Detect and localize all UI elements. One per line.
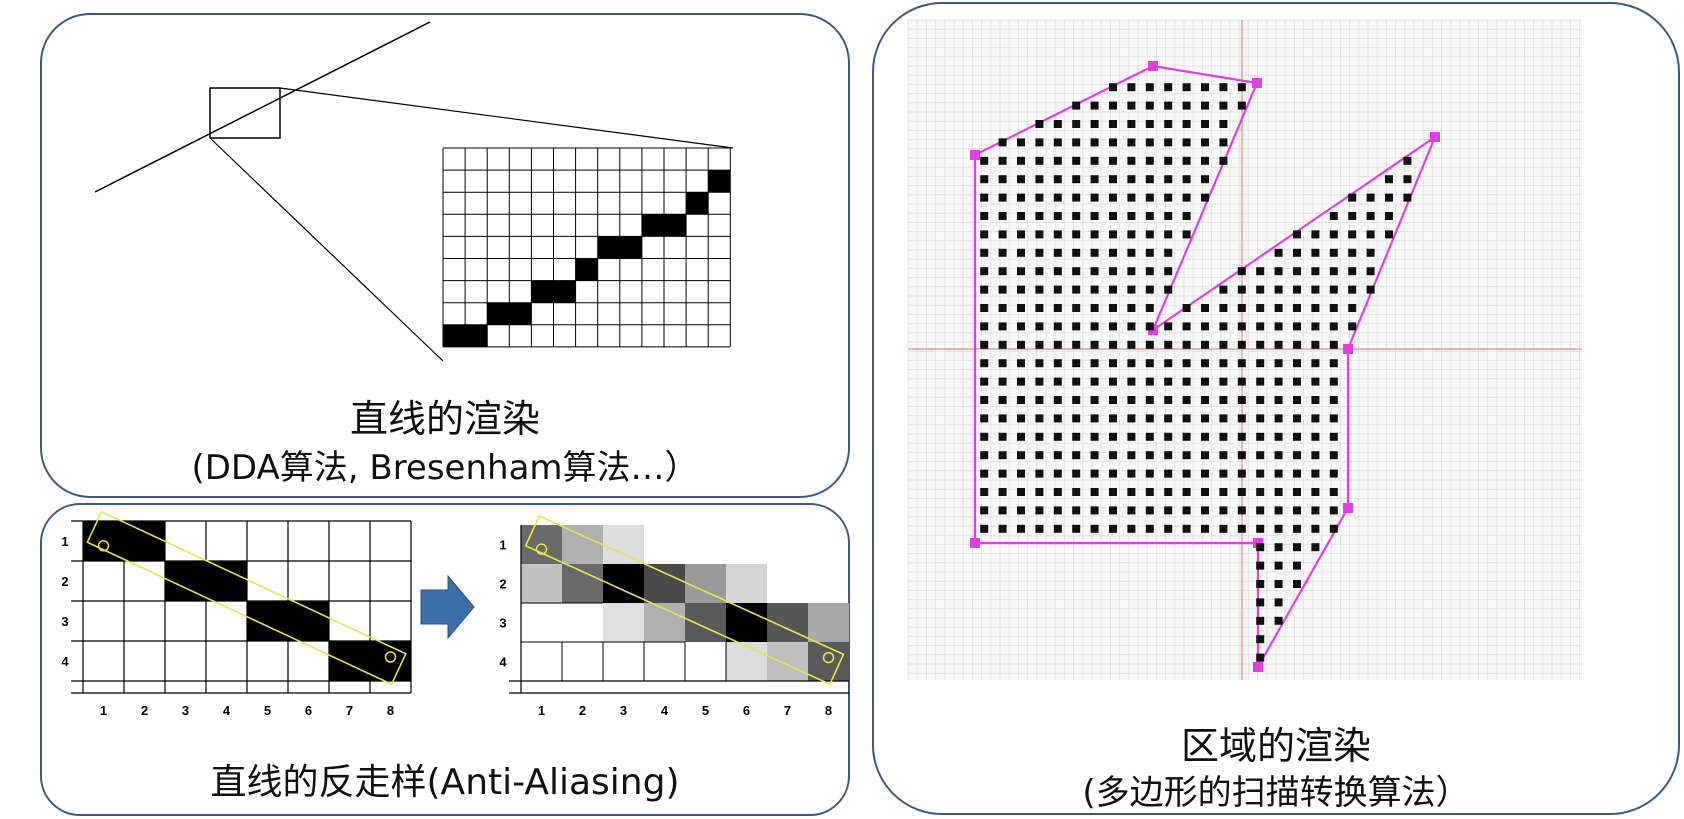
- antialiased-xtick-2: 2: [579, 703, 586, 718]
- aliased-xtick-1: 1: [100, 703, 107, 718]
- antialiased-xtick-3: 3: [620, 703, 627, 718]
- pixel-12: [708, 170, 731, 193]
- aliased-xtick-7: 7: [346, 703, 353, 718]
- antialiased-ytick-3: 3: [499, 616, 506, 631]
- antialiased-xtick-5: 5: [702, 703, 709, 718]
- polygon-vertex-7: [1253, 662, 1263, 672]
- aliased-ytick-3: 3: [61, 614, 68, 629]
- aliased-cell-3: [206, 561, 247, 601]
- antialiased-cell-7: [685, 564, 726, 603]
- antialiased-end-point: [822, 651, 835, 664]
- aliased-grid: 1 2 3 4 5 6 7 8 1 2 3 4: [61, 510, 412, 718]
- antialiased-cell-4: [562, 564, 603, 603]
- polygon-vertex-4: [1430, 132, 1440, 142]
- pixel-5: [553, 280, 576, 303]
- scan-pixels: [980, 83, 1412, 662]
- pixel-4: [531, 280, 554, 303]
- pixel-8: [619, 236, 642, 259]
- polygon-scan-figure: [907, 19, 1582, 680]
- region-rendering-subtitle: (多边形的扫描转换算法）: [1082, 773, 1470, 813]
- polygon-vertex-2: [1252, 78, 1262, 88]
- aliased-xtick-6: 6: [305, 703, 312, 718]
- aliased-start-point: [97, 540, 110, 552]
- antialiased-cell-12: [726, 603, 767, 642]
- antialiased-line-band: [524, 514, 845, 686]
- continuous-line: [94, 21, 431, 193]
- pixel-7: [597, 236, 620, 259]
- antialiased-cell-14: [808, 603, 849, 642]
- pixel-11: [686, 192, 709, 215]
- antialiased-cell-11: [685, 603, 726, 642]
- aliased-ytick-2: 2: [61, 574, 68, 589]
- aliased-end-point: [384, 651, 397, 663]
- antialiased-ytick-2: 2: [499, 577, 506, 592]
- pixel-6: [575, 258, 598, 281]
- antialiased-xtick-6: 6: [743, 703, 750, 718]
- polygon-vertex-9: [970, 538, 980, 548]
- region-rendering-title: 区域的渲染: [1180, 724, 1371, 768]
- polygon-vertex-1: [1148, 61, 1158, 71]
- antialiased-cell-9: [603, 603, 644, 642]
- line-rendering-title: 直线的渲染: [349, 397, 540, 441]
- line-zoom-figure: [94, 21, 745, 372]
- antialiased-cell-6: [644, 564, 685, 603]
- antialiased-xtick-8: 8: [825, 703, 832, 718]
- antialiased-ytick-1: 1: [499, 538, 506, 553]
- antialiased-xtick-7: 7: [784, 703, 791, 718]
- pixel-1: [465, 324, 488, 347]
- pixel-3: [509, 302, 532, 325]
- antialiased-grid: 1 2 3 4 5 6 7 8 1 2 3 4: [499, 514, 849, 718]
- zoom-connector-top: [279, 87, 734, 149]
- aliased-cell-5: [288, 601, 329, 641]
- antialiased-cell-1: [562, 525, 603, 564]
- aliased-xtick-3: 3: [182, 703, 189, 718]
- zoom-connector-bottom: [209, 137, 444, 362]
- antialiased-xtick-1: 1: [538, 703, 545, 718]
- aliased-cell-1: [124, 521, 165, 561]
- pixel-10: [664, 214, 687, 237]
- figure-background: [95, 22, 745, 372]
- aliased-cell-7: [370, 641, 411, 681]
- aliased-ytick-4: 4: [61, 654, 69, 669]
- pixel-9: [641, 214, 664, 237]
- zoom-box: [209, 87, 281, 139]
- antialiased-start-point: [535, 543, 548, 555]
- pixel-2: [487, 302, 510, 325]
- aliased-ytick-1: 1: [61, 534, 68, 549]
- pixel-0: [443, 324, 466, 347]
- antialiased-ytick-4: 4: [499, 655, 507, 670]
- polygon-vertex-6: [1343, 503, 1353, 513]
- polygon-vertex-8: [1253, 538, 1263, 548]
- aliased-cell-6: [329, 641, 370, 681]
- polygon-vertex-5: [1343, 344, 1353, 354]
- line-rendering-subtitle: (DDA算法, Bresenham算法…）: [191, 448, 699, 488]
- aliased-xtick-4: 4: [223, 703, 231, 718]
- antialiased-cell-15: [726, 642, 767, 681]
- anti-aliasing-panel: [40, 503, 850, 816]
- aliased-line-band: [86, 510, 407, 686]
- anti-aliasing-title: 直线的反走样(Anti-Aliasing): [210, 762, 680, 803]
- antialiased-cell-16: [767, 642, 808, 681]
- right-arrow: [420, 574, 475, 640]
- antialiased-cell-2: [603, 525, 644, 564]
- antialiased-cell-3: [521, 564, 562, 603]
- polygon-vertex-0: [970, 150, 980, 160]
- aliased-xtick-8: 8: [387, 703, 394, 718]
- antialiased-xtick-4: 4: [661, 703, 669, 718]
- antialiased-cell-8: [726, 564, 767, 603]
- antialiased-cell-17: [808, 642, 849, 681]
- aliased-xtick-2: 2: [141, 703, 148, 718]
- aliased-cell-4: [247, 601, 288, 641]
- aliased-xtick-5: 5: [264, 703, 271, 718]
